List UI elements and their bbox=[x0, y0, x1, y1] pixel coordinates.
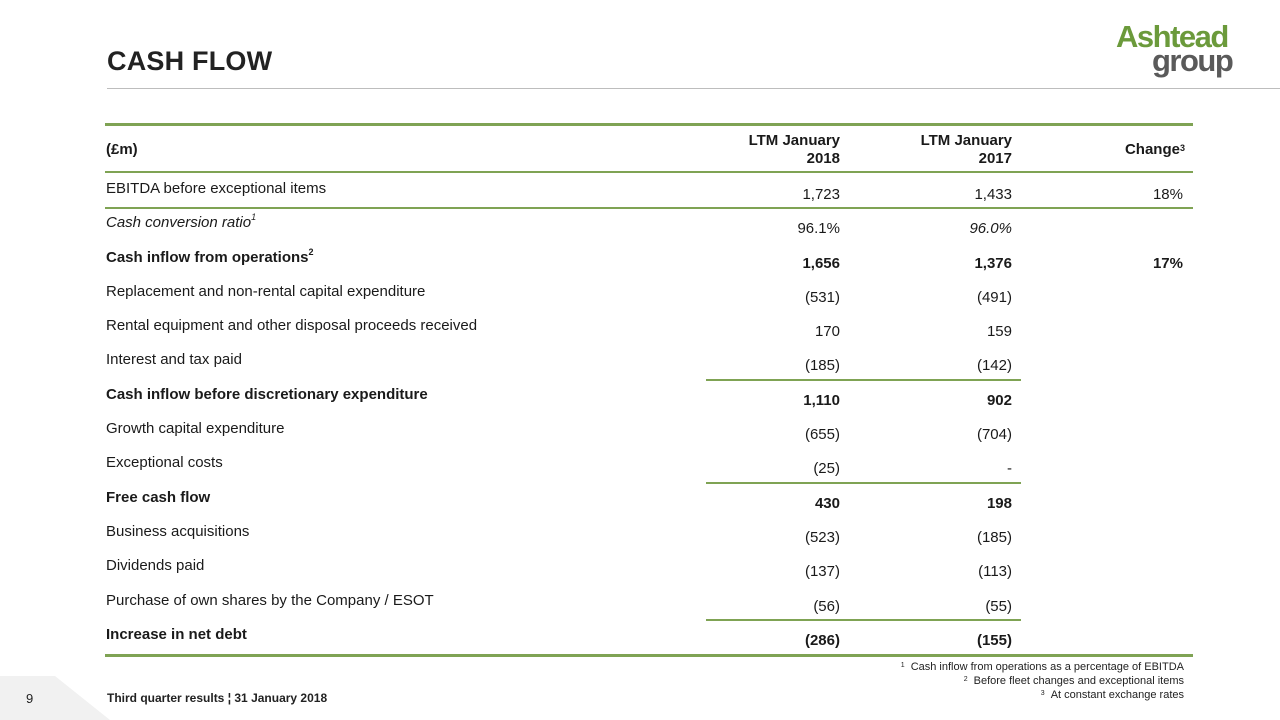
table-row: Increase in net debt (286) (155) bbox=[105, 626, 1193, 656]
page-number: 9 bbox=[26, 691, 34, 706]
value-ltm-2017: (113) bbox=[978, 563, 1012, 580]
table-row: EBITDA before exceptional items 1,723 1,43… bbox=[105, 180, 1193, 210]
table-row: Purchase of own shares by the Company / … bbox=[105, 592, 1193, 622]
value-ltm-2018: 170 bbox=[814, 323, 840, 340]
row-label: Cash inflow before discretionary expendi… bbox=[106, 386, 428, 403]
column-header-ltm-2017: LTM January 2017 bbox=[920, 132, 1012, 167]
value-ltm-2017: (55) bbox=[985, 598, 1012, 615]
value-ltm-2017: 1,433 bbox=[974, 186, 1012, 203]
ashtead-group-logo: Ashtead group bbox=[1112, 20, 1242, 80]
row-label: Cash inflow from operations2 bbox=[106, 247, 314, 266]
row-label: Interest and tax paid bbox=[106, 351, 242, 368]
subtotal-rule bbox=[706, 482, 1021, 484]
row-label: Cash conversion ratio1 bbox=[106, 212, 257, 231]
subtotal-rule bbox=[706, 379, 1021, 381]
row-label: EBITDA before exceptional items bbox=[106, 180, 327, 197]
row-label: Purchase of own shares by the Company / … bbox=[106, 592, 434, 609]
row-label: Replacement and non-rental capital expen… bbox=[106, 283, 426, 300]
value-ltm-2017: (142) bbox=[976, 357, 1012, 374]
value-ltm-2017: (155) bbox=[976, 632, 1012, 649]
table-row: Cash conversion ratio1 96.1% 96.0% bbox=[105, 212, 1193, 244]
logo-word-group: group bbox=[1152, 43, 1234, 78]
value-ltm-2018: 96.1% bbox=[797, 220, 840, 237]
page-title: CASH FLOW bbox=[107, 46, 273, 76]
footnote: 1 Cash inflow from operations as a percen… bbox=[900, 661, 1184, 673]
value-ltm-2018: (137) bbox=[804, 563, 840, 580]
table-row: Business acquisitions (523) (185) bbox=[105, 523, 1193, 553]
unit-header: (£m) bbox=[106, 141, 138, 158]
logo-word-ashtead: Ashtead bbox=[1116, 19, 1229, 54]
value-ltm-2018: (286) bbox=[804, 632, 840, 649]
column-header-ltm-2018: LTM January 2018 bbox=[748, 132, 840, 167]
table-row: Cash inflow before discretionary expendi… bbox=[105, 386, 1193, 416]
row-label: Rental equipment and other disposal proc… bbox=[106, 317, 478, 334]
value-ltm-2018: 1,110 bbox=[803, 392, 840, 409]
value-ltm-2017: 198 bbox=[986, 495, 1012, 512]
value-ltm-2018: 1,723 bbox=[802, 186, 840, 203]
table-row: Replacement and non-rental capital expen… bbox=[105, 283, 1193, 313]
value-ltm-2018: (531) bbox=[804, 289, 840, 306]
value-change: 17% bbox=[1152, 255, 1183, 272]
row-label: Exceptional costs bbox=[106, 454, 223, 471]
row-divider bbox=[105, 207, 1193, 209]
value-ltm-2017: (704) bbox=[976, 426, 1012, 443]
table-row: Growth capital expenditure (655) (704) bbox=[105, 420, 1193, 450]
footnote: 3 At constant exchange rates bbox=[1040, 689, 1184, 701]
value-ltm-2017: 159 bbox=[986, 323, 1012, 340]
page-number-tab bbox=[0, 676, 110, 720]
row-label: Growth capital expenditure bbox=[106, 420, 285, 437]
value-ltm-2017: - bbox=[1007, 460, 1012, 477]
table-row: Exceptional costs (25) - bbox=[105, 454, 1193, 484]
value-ltm-2017: 1,376 bbox=[974, 255, 1012, 272]
title-divider bbox=[107, 88, 1280, 89]
value-ltm-2018: 1,656 bbox=[802, 255, 840, 272]
header-rule bbox=[105, 171, 1193, 173]
value-ltm-2018: (185) bbox=[804, 357, 840, 374]
table-row: Free cash flow 430 198 bbox=[105, 489, 1193, 519]
value-ltm-2017: 902 bbox=[986, 392, 1012, 409]
table-row: Cash inflow from operations2 1,656 1,376 17… bbox=[105, 247, 1193, 279]
value-change: 18% bbox=[1152, 186, 1183, 203]
table-row: Rental equipment and other disposal proc… bbox=[105, 317, 1193, 347]
row-label: Free cash flow bbox=[106, 489, 211, 506]
value-ltm-2017: 96.0% bbox=[969, 220, 1012, 237]
value-ltm-2018: (523) bbox=[804, 529, 840, 546]
subtotal-rule bbox=[706, 619, 1021, 621]
table-bottom-rule bbox=[105, 654, 1193, 657]
table-row: Interest and tax paid (185) (142) bbox=[105, 351, 1193, 381]
footnote: 2 Before fleet changes and exceptional it… bbox=[963, 675, 1184, 687]
footer-text: Third quarter results ¦ 31 January 2018 bbox=[107, 691, 328, 705]
value-ltm-2018: 430 bbox=[814, 495, 840, 512]
value-ltm-2017: (185) bbox=[976, 529, 1012, 546]
row-label: Dividends paid bbox=[106, 557, 205, 574]
value-ltm-2018: (56) bbox=[813, 598, 840, 615]
table-row: Dividends paid (137) (113) bbox=[105, 557, 1193, 587]
value-ltm-2018: (25) bbox=[813, 460, 840, 477]
value-ltm-2018: (655) bbox=[804, 426, 840, 443]
row-label: Increase in net debt bbox=[106, 626, 247, 643]
table-top-rule bbox=[105, 123, 1193, 126]
row-label: Business acquisitions bbox=[106, 523, 250, 540]
value-ltm-2017: (491) bbox=[976, 289, 1012, 306]
footnotes: 1 Cash inflow from operations as a percen… bbox=[901, 660, 1184, 702]
column-header-change: Change3 bbox=[1124, 141, 1185, 158]
